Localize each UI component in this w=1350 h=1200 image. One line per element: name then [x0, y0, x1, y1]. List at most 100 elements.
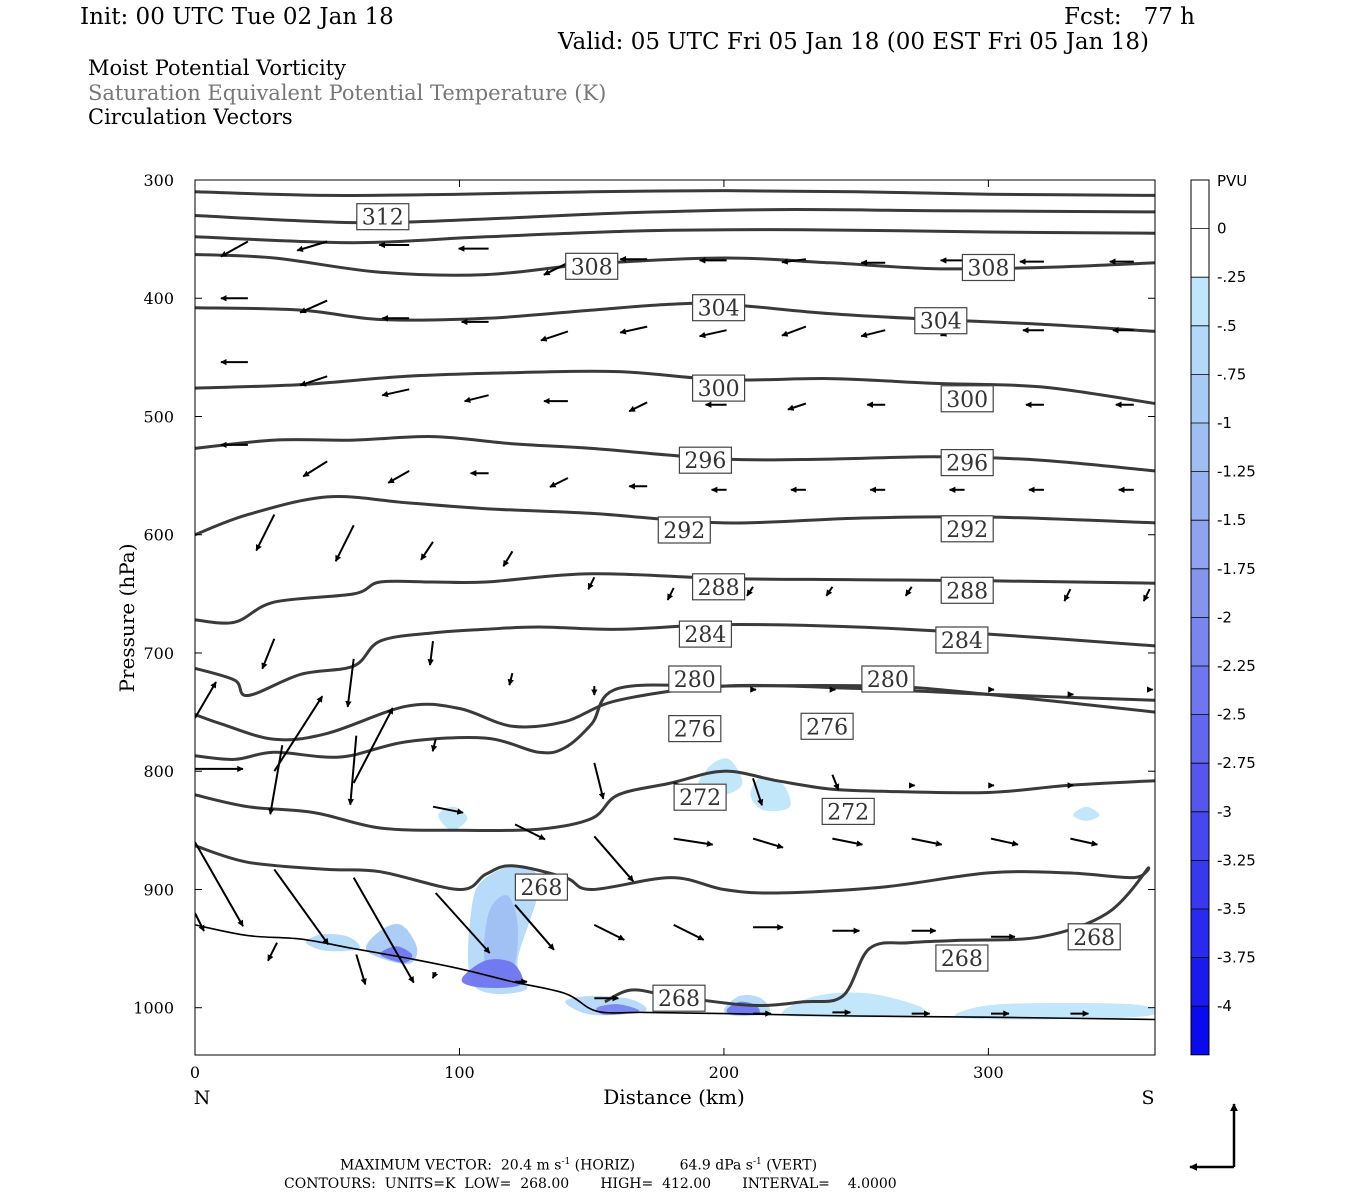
colorbar-label-2: -.5 — [1217, 317, 1237, 335]
contour-312-1 — [195, 208, 1155, 225]
reference-vector-icon — [1189, 1103, 1239, 1172]
vert-tag: (VERT) — [766, 1157, 818, 1174]
colorbar-bin-17 — [1191, 1006, 1209, 1055]
title-circulation: Circulation Vectors — [88, 105, 293, 129]
x-tick-label-300: 300 — [973, 1063, 1004, 1082]
y-tick-label-700: 700 — [143, 644, 174, 663]
colorbar-label-16: -4 — [1217, 997, 1232, 1015]
vector-86 — [432, 805, 464, 815]
y-tick-label-1000: 1000 — [133, 999, 174, 1018]
contour-label-box-15 — [668, 665, 722, 693]
vector-58 — [1063, 588, 1072, 602]
vector-99 — [514, 904, 555, 951]
contour-label-23: 268 — [1073, 926, 1115, 951]
colorbar-bin-9 — [1191, 617, 1209, 666]
colorbar-bin-2 — [1191, 277, 1209, 326]
contour-288-8 — [195, 572, 1155, 625]
colorbar-label-15: -3.75 — [1217, 949, 1256, 967]
vector-56 — [904, 586, 913, 597]
contour-label-24: 268 — [658, 987, 700, 1012]
y-tick-label-800: 800 — [143, 762, 174, 781]
contour-label-14: 284 — [941, 629, 983, 654]
y-tick-label-400: 400 — [143, 289, 174, 308]
contour-300-5 — [195, 369, 1155, 405]
vector-7 — [781, 258, 807, 265]
vector-61 — [345, 658, 355, 708]
contour-label-1: 308 — [571, 255, 613, 280]
y-axis-label: Pressure (hPa) — [115, 544, 139, 693]
contour-label-2: 308 — [967, 257, 1009, 282]
contour-label-12: 288 — [946, 579, 988, 604]
title-mpv: Moist Potential Vorticity — [88, 56, 346, 80]
contour-info: CONTOURS: UNITS=K LOW= 268.00 HIGH= 412.… — [284, 1176, 897, 1192]
colorbar-bin-4 — [1191, 374, 1209, 423]
vector-109 — [355, 954, 367, 986]
forecast-hour: Fcst: 77 h — [1064, 4, 1195, 30]
contour-label-7: 296 — [684, 449, 726, 474]
colorbar-bin-15 — [1191, 909, 1209, 958]
max-vector-label: MAXIMUM VECTOR: — [340, 1157, 492, 1174]
contour-label-box-10 — [940, 515, 994, 543]
contour-296-6 — [195, 435, 1155, 473]
vector-26 — [381, 388, 410, 398]
vector-51 — [502, 550, 514, 567]
vector-91 — [832, 837, 864, 847]
colorbar-bin-0 — [1191, 180, 1209, 229]
colorbar-label-4: -1 — [1217, 414, 1232, 432]
vector-55 — [825, 586, 834, 597]
vector-96 — [273, 868, 330, 945]
colorbar-bin-10 — [1191, 666, 1209, 715]
x-end-label-left: N — [194, 1087, 211, 1109]
vector-72 — [195, 681, 217, 719]
contour-label-box-14 — [935, 626, 989, 654]
vector-4 — [543, 261, 569, 276]
colorbar-label-13: -3.25 — [1217, 851, 1256, 869]
vector-54 — [746, 586, 754, 597]
y-tick-label-500: 500 — [143, 407, 174, 426]
colorbar-label-11: -2.75 — [1217, 754, 1256, 772]
colorbar-bin-6 — [1191, 471, 1209, 521]
contour-label-box-0 — [356, 203, 410, 231]
title-theta-es: Saturation Equivalent Potential Temperat… — [88, 81, 607, 105]
colorbar-unit: PVU — [1217, 172, 1247, 190]
y-tick-label-900: 900 — [143, 880, 174, 899]
vector-19 — [781, 325, 807, 337]
contour-label-box-3 — [691, 294, 746, 322]
vector-90 — [752, 837, 784, 850]
vector-59 — [1142, 588, 1151, 602]
contour-label-box-7 — [678, 446, 733, 474]
contour-label-20: 272 — [827, 800, 869, 825]
colorbar-bin-12 — [1191, 763, 1209, 812]
colorbar-label-3: -.75 — [1217, 365, 1246, 383]
contour-272-12 — [195, 769, 1155, 833]
contour-label-9: 292 — [663, 519, 705, 544]
pv-patch-1 — [484, 895, 518, 975]
colorbar-bin-5 — [1191, 423, 1209, 472]
pv-patch-10 — [781, 992, 926, 1018]
contour-label-18: 276 — [806, 715, 848, 740]
vector-98 — [434, 892, 491, 954]
contour-label-11: 288 — [698, 576, 740, 601]
contour-label-box-24 — [652, 984, 706, 1012]
vector-110 — [431, 971, 439, 979]
vector-60 — [261, 638, 276, 670]
vector-29 — [628, 401, 648, 413]
vector-17 — [619, 325, 648, 335]
theta-es-contours — [195, 189, 1155, 1008]
contour-label-4: 304 — [920, 310, 962, 335]
x-tick-label-100: 100 — [444, 1063, 475, 1082]
contour-label-box-20 — [821, 797, 875, 826]
x-tick-label-0: 0 — [190, 1063, 200, 1082]
vector-49 — [334, 524, 355, 562]
colorbar-bin-8 — [1191, 568, 1209, 618]
contour-label-box-4 — [914, 307, 968, 335]
colorbar-label-1: -.25 — [1217, 268, 1246, 286]
init-time: Init: 00 UTC Tue 02 Jan 18 — [80, 4, 394, 30]
vector-87 — [514, 823, 546, 841]
contour-label-box-1 — [565, 252, 619, 280]
vector-88 — [593, 835, 635, 882]
vector-74 — [347, 735, 358, 806]
vector-63 — [507, 672, 514, 686]
vector-18 — [698, 329, 727, 339]
contour-label-13: 284 — [684, 623, 726, 648]
